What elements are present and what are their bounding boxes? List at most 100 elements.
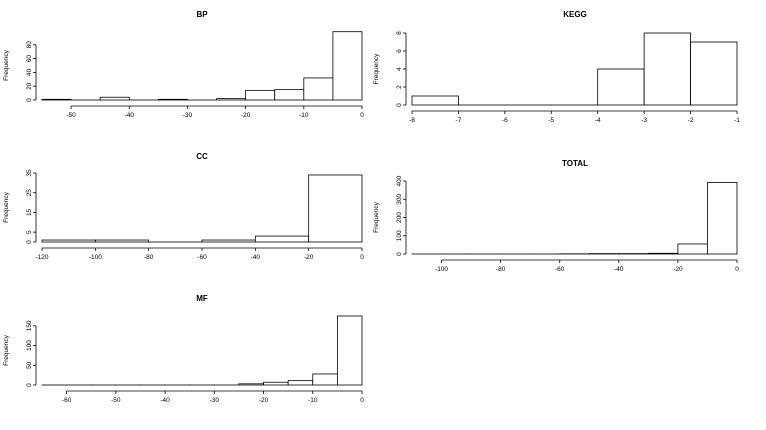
x-tick-label: -50 bbox=[66, 112, 76, 119]
histogram-bar bbox=[216, 98, 247, 101]
y-tick-label: 2 bbox=[396, 85, 403, 89]
chart-title: MF bbox=[196, 294, 208, 303]
y-tick-label: 100 bbox=[396, 230, 403, 241]
x-tick-label: -40 bbox=[614, 266, 624, 273]
y-axis-label: Frequency bbox=[373, 201, 380, 232]
x-tick-label: -6 bbox=[502, 117, 508, 124]
panel-bp: BP Frequency -50 -40 -30 -20 -10 0 0 20 40 60 80 bbox=[3, 10, 364, 119]
x-tick-label: -100 bbox=[89, 254, 102, 261]
x-tick-label: -60 bbox=[62, 397, 72, 404]
y-tick-label: 20 bbox=[26, 82, 33, 90]
x-tick-label: -10 bbox=[308, 397, 318, 404]
y-tick-label: 15 bbox=[26, 208, 33, 216]
x-tick-label: -20 bbox=[304, 254, 314, 261]
y-axis-label: Frequency bbox=[373, 53, 380, 84]
x-tick-label: -4 bbox=[595, 117, 601, 124]
y-tick-label: 8 bbox=[396, 31, 403, 35]
x-tick-label: -30 bbox=[210, 397, 220, 404]
y-tick-label: 0 bbox=[26, 240, 33, 244]
x-tick-label: -20 bbox=[673, 266, 683, 273]
y-tick-label: 5 bbox=[26, 230, 33, 234]
y-tick-label: 0 bbox=[26, 98, 33, 102]
chart-title: BP bbox=[196, 10, 208, 19]
x-tick-label: -60 bbox=[197, 254, 207, 261]
y-tick-label: 0 bbox=[396, 252, 403, 256]
histogram-bar bbox=[647, 252, 679, 255]
y-tick-label: 25 bbox=[26, 189, 33, 197]
histogram-bar bbox=[308, 174, 363, 243]
x-tick-label: -20 bbox=[259, 397, 269, 404]
histogram-bar bbox=[312, 373, 338, 386]
x-tick-label: -2 bbox=[688, 117, 694, 124]
x-tick-label: -10 bbox=[299, 112, 309, 119]
y-tick-label: 50 bbox=[26, 361, 33, 369]
x-axis: -8 -7 -6 -5 -4 -3 -2 -1 bbox=[409, 110, 740, 124]
bars bbox=[411, 32, 738, 106]
histogram-bar bbox=[41, 239, 96, 243]
histogram-bar bbox=[157, 98, 188, 101]
y-tick-label: 0 bbox=[396, 103, 403, 107]
bars bbox=[41, 315, 363, 386]
histogram-bar bbox=[303, 77, 334, 101]
x-tick-label: -80 bbox=[144, 254, 154, 261]
chart-title: CC bbox=[196, 152, 208, 161]
x-tick-label: 0 bbox=[360, 397, 364, 404]
y-axis: 0 20 40 60 80 bbox=[26, 41, 37, 102]
x-tick-label: 0 bbox=[735, 266, 739, 273]
histogram-bar bbox=[94, 239, 150, 243]
histogram-bar bbox=[643, 32, 691, 106]
y-axis-label: Frequency bbox=[3, 191, 10, 222]
x-tick-label: -3 bbox=[641, 117, 647, 124]
panel-total: TOTAL Frequency -100 -80 -60 -40 -20 0 0 100 200… bbox=[373, 159, 739, 273]
bars bbox=[411, 182, 738, 255]
x-tick-label: -5 bbox=[548, 117, 554, 124]
x-tick-label: -80 bbox=[496, 266, 506, 273]
x-tick-label: -60 bbox=[555, 266, 565, 273]
histogram-bar bbox=[274, 89, 305, 101]
panel-mf: MF Frequency -60 -50 -40 -30 -20 -10 0 0 50 100 15… bbox=[3, 294, 364, 404]
y-tick-label: 150 bbox=[26, 320, 33, 331]
y-tick-label: 4 bbox=[396, 67, 403, 71]
x-tick-label: -8 bbox=[409, 117, 415, 124]
x-tick-label: -1 bbox=[734, 117, 740, 124]
histogram-bar bbox=[254, 235, 310, 243]
y-axis-label: Frequency bbox=[3, 334, 10, 365]
histogram-bar bbox=[677, 243, 708, 255]
bars bbox=[41, 174, 363, 243]
y-tick-label: 300 bbox=[396, 193, 403, 204]
x-tick-label: -20 bbox=[241, 112, 251, 119]
x-axis: -120 -100 -80 -60 -40 -20 0 bbox=[35, 247, 364, 261]
y-axis: 0 100 200 300 400 bbox=[396, 175, 407, 256]
y-axis: 0 50 100 150 bbox=[26, 320, 37, 387]
bars bbox=[41, 31, 363, 101]
histogram-bar bbox=[99, 96, 130, 101]
histogram-bar bbox=[287, 380, 314, 386]
x-tick-label: 0 bbox=[360, 112, 364, 119]
chart-title: TOTAL bbox=[562, 159, 588, 168]
y-tick-label: 400 bbox=[396, 175, 403, 186]
panel-cc: CC Frequency -120 -100 -80 -60 -40 -20 0 0 5 15 25… bbox=[3, 152, 364, 261]
y-tick-label: 6 bbox=[396, 49, 403, 53]
histogram-bar bbox=[597, 68, 645, 106]
x-tick-label: -50 bbox=[111, 397, 121, 404]
x-tick-label: -7 bbox=[456, 117, 462, 124]
y-axis: 0 2 4 6 8 bbox=[396, 31, 407, 107]
histogram-bar bbox=[336, 315, 363, 386]
histogram-bar bbox=[707, 182, 738, 255]
panel-kegg: KEGG Frequency -8 -7 -6 -5 -4 -3 -2 -1 0 2 4 6 8 bbox=[373, 10, 740, 124]
x-axis: -50 -40 -30 -20 -10 0 bbox=[66, 105, 364, 119]
x-tick-label: -100 bbox=[435, 266, 448, 273]
chart-title: KEGG bbox=[563, 10, 587, 19]
histogram-bar bbox=[41, 98, 72, 101]
histogram-bar bbox=[238, 383, 264, 386]
histogram-bar bbox=[201, 239, 256, 243]
histogram-bar bbox=[690, 41, 738, 106]
y-tick-label: 35 bbox=[26, 169, 33, 177]
x-tick-label: -40 bbox=[125, 112, 135, 119]
x-tick-label: -40 bbox=[160, 397, 170, 404]
y-axis-label: Frequency bbox=[3, 49, 10, 80]
histogram-bar bbox=[411, 95, 459, 106]
histogram-bar bbox=[263, 381, 289, 386]
y-axis: 0 5 15 25 35 bbox=[26, 169, 37, 244]
y-tick-label: 40 bbox=[26, 68, 33, 76]
